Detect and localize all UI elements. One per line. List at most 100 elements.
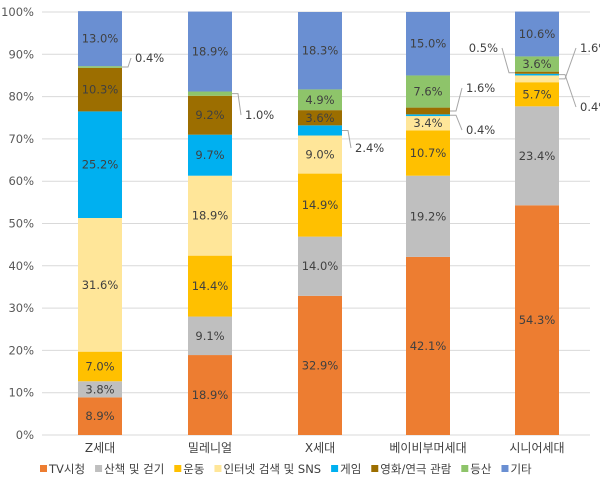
data-label: 0.4%	[580, 100, 600, 114]
bar-segment	[298, 12, 342, 90]
leader-line	[450, 114, 463, 131]
data-label: 10.7%	[410, 146, 447, 160]
legend-label: 산책 및 걷기	[104, 462, 164, 476]
legend: TV시청 산책 및 걷기 운동 인터넷 검색 및 SNS 게임 영화/연극 관람 등산 기타	[40, 462, 532, 476]
data-label: 9.0%	[305, 148, 334, 162]
bar-segment	[406, 114, 450, 117]
legend-swatch	[371, 465, 379, 472]
bar-segment	[188, 11, 232, 92]
legend-swatch	[461, 465, 469, 472]
leader-line	[559, 74, 577, 108]
leader-line	[450, 87, 463, 112]
data-label: 10.6%	[519, 27, 556, 41]
x-tick-label: Z세대	[85, 441, 115, 455]
bar-segment	[188, 355, 232, 435]
legend-swatch	[174, 465, 182, 472]
bar-segment	[515, 82, 559, 107]
bar-segment	[78, 381, 122, 398]
data-label: 18.3%	[302, 44, 339, 58]
bar-segment	[298, 173, 342, 237]
data-label: 0.5%	[469, 41, 498, 55]
data-label: 8.9%	[85, 409, 114, 423]
data-label: 14.4%	[192, 279, 229, 293]
bar-segment	[298, 135, 342, 174]
data-label: 3.6%	[522, 57, 551, 71]
data-label: 0.4%	[135, 51, 164, 65]
leader-line	[501, 47, 515, 74]
bar-segment	[298, 125, 342, 136]
y-tick-label: 0%	[16, 428, 34, 442]
data-label: 42.1%	[410, 339, 447, 353]
y-tick-label: 10%	[8, 386, 34, 400]
legend-swatch	[331, 465, 339, 472]
y-tick-label: 40%	[8, 259, 34, 273]
y-tick-label: 60%	[8, 174, 34, 188]
y-tick-label: 80%	[8, 90, 34, 104]
data-label: 2.4%	[355, 141, 384, 155]
data-label: 31.6%	[82, 278, 119, 292]
bar-segment	[188, 316, 232, 356]
y-axis: 0% 10% 20% 30% 40% 50% 60% 70% 80% 90% 100%	[1, 5, 34, 442]
y-tick-label: 30%	[8, 301, 34, 315]
data-label: 7.6%	[413, 85, 442, 99]
bar-segment	[406, 175, 450, 257]
data-label: 1.6%	[466, 81, 495, 95]
legend-label: 등산	[470, 462, 492, 476]
x-tick-label: 밀레니얼	[188, 441, 232, 455]
bar-segment	[406, 116, 450, 131]
bar-segment	[78, 11, 122, 67]
bar-segment	[515, 56, 559, 72]
bars	[78, 11, 559, 435]
bar-segment	[515, 106, 559, 206]
bar-segment	[298, 236, 342, 296]
bar-segment	[188, 95, 232, 135]
y-tick-label: 50%	[8, 217, 34, 231]
data-label: 1.6%	[580, 41, 600, 55]
legend-swatch	[40, 465, 47, 472]
leader-line	[342, 129, 352, 149]
data-label: 15.0%	[410, 37, 447, 51]
data-label: 0.4%	[466, 123, 495, 137]
data-label: 3.8%	[85, 382, 114, 396]
legend-label: 영화/연극 관람	[380, 462, 451, 476]
data-label: 10.3%	[82, 83, 119, 97]
bar-segment	[78, 66, 122, 68]
bar-segment	[188, 255, 232, 317]
x-tick-label: 베이비부머세대	[389, 441, 466, 455]
bar-segment	[188, 91, 232, 96]
data-label: 4.9%	[305, 93, 334, 107]
leader-line	[122, 57, 132, 68]
y-tick-label: 90%	[8, 47, 34, 61]
data-label: 13.0%	[82, 32, 119, 46]
data-label: 1.0%	[245, 108, 274, 122]
bar-segment	[406, 75, 450, 108]
bar-segment	[188, 175, 232, 256]
bar-segment	[515, 205, 559, 435]
bar-segment	[406, 12, 450, 76]
legend-swatch	[95, 465, 103, 472]
leader-line	[232, 93, 242, 116]
data-label: 5.7%	[522, 87, 551, 101]
legend-label: 인터넷 검색 및 SNS	[223, 462, 321, 476]
legend-swatch	[214, 465, 222, 472]
data-label: 25.2%	[82, 158, 119, 172]
data-label: 32.9%	[302, 358, 339, 372]
bar-segment	[515, 75, 559, 83]
data-label: 9.7%	[195, 148, 224, 162]
bar-segment	[406, 130, 450, 176]
data-label: 54.3%	[519, 313, 556, 327]
x-tick-label: 시니어세대	[509, 441, 564, 455]
legend-label: 기타	[510, 462, 532, 476]
y-tick-label: 70%	[8, 132, 34, 146]
data-label: 3.4%	[413, 116, 442, 130]
legend-label: TV시청	[48, 462, 85, 476]
legend-label: 운동	[183, 462, 204, 476]
legend-swatch	[501, 465, 509, 472]
bar-segment	[188, 134, 232, 176]
bar-segment	[78, 218, 122, 352]
bar-segment	[78, 67, 122, 112]
bar-segment	[515, 71, 559, 74]
y-tick-label: 100%	[1, 5, 34, 19]
data-label: 9.2%	[195, 108, 224, 122]
